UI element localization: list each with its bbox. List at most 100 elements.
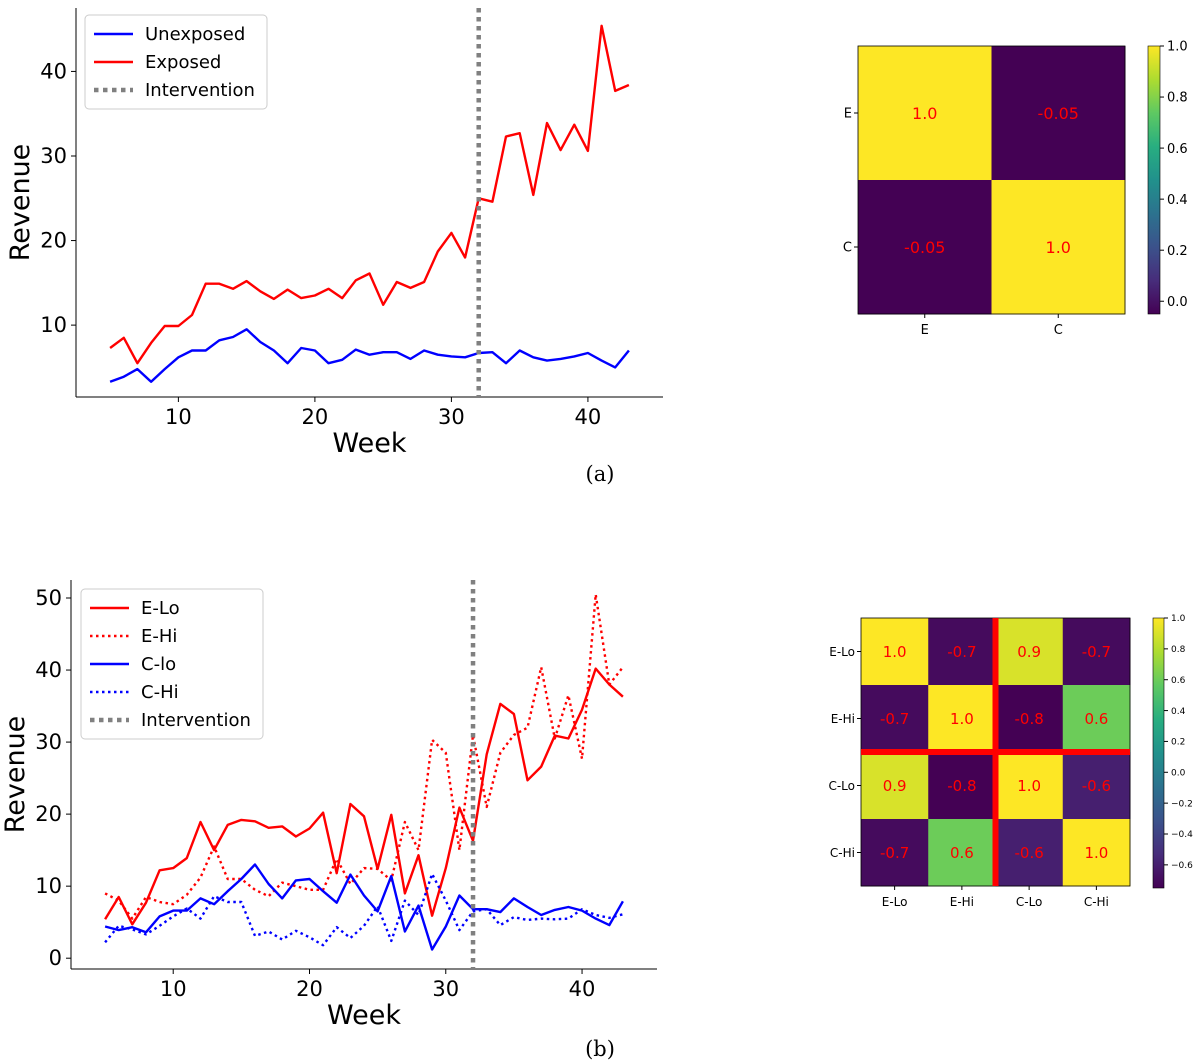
heatmap-x-label: E [921, 323, 929, 338]
heatmap-cell-value: 0.6 [950, 844, 974, 862]
y-tick-label: 10 [35, 874, 62, 898]
colorbar-tick-label: 0.8 [1171, 645, 1186, 655]
y-tick-label: 30 [35, 730, 62, 754]
y-tick-label: 40 [35, 658, 62, 682]
heatmap-cell [995, 618, 1064, 686]
x-tick-label: 40 [569, 977, 596, 1001]
heatmap-cell-value: -0.7 [880, 710, 909, 728]
heatmap-y-label: E-Lo [829, 645, 855, 659]
colorbar-tick-label: −0.4 [1171, 830, 1193, 840]
colorbar-tick-label: 0.4 [1167, 193, 1188, 208]
x-axis-label: Week [333, 428, 407, 459]
heatmap-cell-value: -0.6 [1014, 844, 1043, 862]
heatmap-cell-value: 0.9 [1017, 643, 1041, 661]
series-line-unexposed [109, 328, 630, 383]
heatmap-cell-value: -0.7 [1082, 643, 1111, 661]
panel-a-line-chart: 10 20 30 40 10 20 30 40 Week Revenue Unexposed Expo… [5, 8, 663, 459]
y-axis-label: Revenue [5, 144, 36, 262]
y-tick-label: 50 [35, 586, 62, 610]
heatmap-cell-value: 1.0 [1017, 777, 1041, 795]
legend-label-intervention: Intervention [141, 710, 251, 731]
heatmap-cell [861, 819, 929, 887]
legend-label-exposed: Exposed [145, 52, 221, 73]
colorbar-tick-label: 1.0 [1167, 40, 1188, 55]
legend-label-unexposed: Unexposed [145, 24, 245, 45]
heatmap-cell [1062, 685, 1131, 753]
x-tick-label: 40 [575, 405, 602, 429]
legend-label-intervention: Intervention [145, 80, 255, 101]
caption-b: (b) [585, 1037, 615, 1061]
heatmap-cell [858, 180, 992, 315]
heatmap-cell [995, 685, 1064, 753]
heatmap-frame [857, 45, 1126, 315]
colorbar-tick-label: 1.0 [1171, 614, 1186, 624]
colorbar [1152, 617, 1165, 889]
heatmap-cell [928, 819, 996, 887]
panel-b-correlation-heatmap: 1.0 -0.7 0.9 -0.7 -0.7 1.0 -0.8 0.6 0.9 -0.8 1.0 -0… [828, 614, 1193, 909]
colorbar-tick-label: 0.2 [1167, 244, 1188, 259]
heatmap-y-label: C [843, 241, 852, 256]
heatmap-x-label: C-Lo [1016, 895, 1043, 909]
heatmap-cell [991, 46, 1126, 181]
legend-label-e-hi: E-Hi [141, 626, 177, 647]
x-axis-label: Week [327, 1000, 401, 1031]
heatmap-cell [995, 752, 1064, 820]
heatmap-cell-value: 1.0 [912, 104, 937, 123]
colorbar-tick-label: −0.2 [1171, 799, 1193, 809]
heatmap-y-label: C-Lo [828, 779, 855, 793]
heatmap-cell [928, 685, 996, 753]
heatmap-cell-value: -0.7 [947, 643, 976, 661]
y-axis-label: Revenue [0, 716, 31, 834]
y-tick-label: 30 [40, 144, 67, 168]
colorbar [1147, 45, 1161, 315]
heatmap-cell [858, 46, 992, 181]
heatmap-x-label: C [1054, 323, 1063, 338]
heatmap-cell-value: -0.8 [1014, 710, 1043, 728]
legend-label-c-hi: C-Hi [141, 682, 179, 703]
colorbar-tick-label: 0.0 [1171, 769, 1186, 779]
heatmap-cell-value: 1.0 [883, 643, 907, 661]
y-tick-label: 20 [35, 802, 62, 826]
colorbar-tick-label: 0.6 [1167, 142, 1188, 157]
heatmap-cell-value: 0.6 [1084, 710, 1108, 728]
x-tick-label: 10 [165, 405, 192, 429]
heatmap-cell-value: -0.05 [904, 238, 945, 257]
series-line-c-hi [104, 872, 624, 947]
x-tick-label: 10 [160, 977, 187, 1001]
heatmap-cell-value: -0.6 [1082, 777, 1111, 795]
heatmap-cell-value: 1.0 [1046, 238, 1071, 257]
panel-a-correlation-heatmap: 1.0 -0.05 -0.05 1.0 E E C C 0.0 0.2 0.4 0.6 0.8 1.0 [843, 40, 1188, 338]
heatmap-cell [861, 685, 929, 753]
legend-box [80, 588, 264, 740]
heatmap-cell-value: 1.0 [950, 710, 974, 728]
colorbar-tick-label: 0.8 [1167, 91, 1188, 106]
colorbar-tick-label: 0.4 [1171, 707, 1186, 717]
x-tick-label: 20 [302, 405, 329, 429]
colorbar-tick-label: −0.6 [1171, 861, 1193, 871]
heatmap-x-label: C-Hi [1084, 895, 1109, 909]
heatmap-cell [1062, 618, 1131, 686]
x-tick-label: 30 [432, 977, 459, 1001]
heatmap-x-label: E-Hi [950, 895, 974, 909]
series-line-e-hi [104, 593, 624, 920]
heatmap-cell-value: -0.05 [1038, 104, 1079, 123]
legend-box [84, 14, 268, 110]
series-line-exposed [109, 24, 630, 365]
heatmap-cell-value: 0.9 [883, 777, 907, 795]
heatmap-cell [995, 819, 1064, 887]
heatmap-cell-value: 1.0 [1084, 844, 1108, 862]
legend-label-e-lo: E-Lo [141, 598, 180, 619]
panel-b-line-chart: 10 20 30 40 0 10 20 30 40 50 Week Revenue E-Lo E-Hi C-… [0, 580, 657, 1031]
heatmap-y-label: C-Hi [830, 846, 855, 860]
heatmap-cell [861, 752, 929, 820]
y-tick-label: 0 [49, 946, 62, 970]
heatmap-cell [928, 752, 996, 820]
series-line-e-lo [104, 667, 624, 926]
heatmap-x-label: E-Lo [882, 895, 908, 909]
x-tick-label: 30 [438, 405, 465, 429]
heatmap-cell [928, 618, 996, 686]
heatmap-cell [861, 618, 929, 686]
heatmap-y-label: E-Hi [831, 712, 855, 726]
colorbar-tick-label: 0.2 [1171, 738, 1185, 748]
